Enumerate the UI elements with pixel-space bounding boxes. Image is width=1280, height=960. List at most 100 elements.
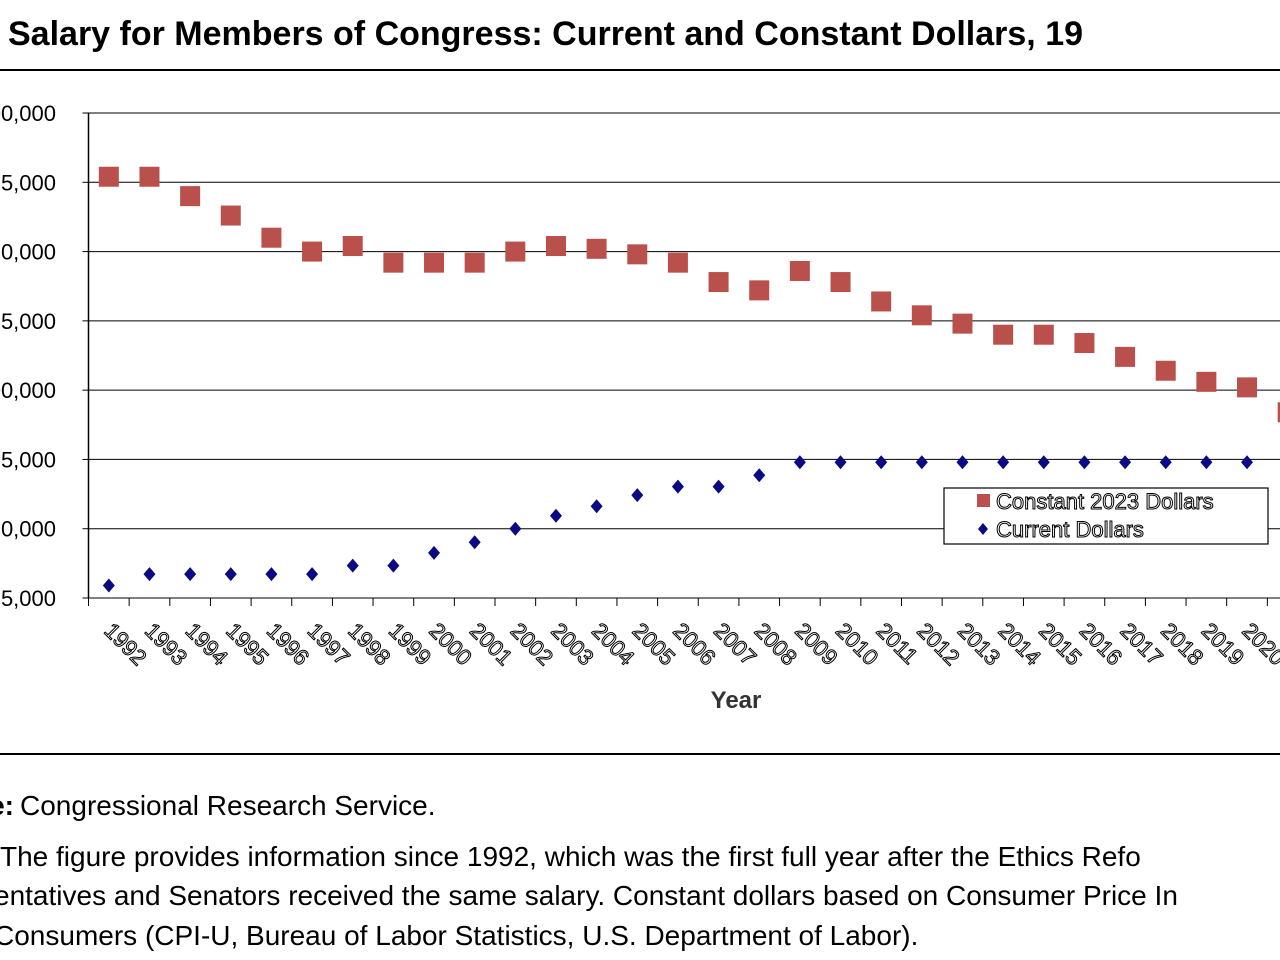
x-tick-label: 2012 — [912, 618, 964, 670]
x-tick-label: 2019 — [1197, 618, 1249, 670]
x-tick-label: 2013 — [953, 618, 1005, 670]
marker-square — [830, 272, 851, 293]
marker-diamond — [875, 455, 888, 470]
marker-square — [302, 241, 323, 262]
marker-square — [505, 241, 526, 262]
marker-square — [1074, 333, 1095, 354]
marker-square — [952, 313, 973, 334]
marker-diamond — [1078, 455, 1091, 470]
x-tick-label: 1998 — [343, 618, 395, 670]
marker-diamond — [793, 455, 806, 470]
source-text: Congressional Research Service. — [20, 790, 436, 821]
legend-label: Constant 2023 Dollars — [996, 489, 1214, 514]
marker-diamond — [956, 455, 969, 470]
x-tick-label: 2009 — [790, 618, 842, 670]
x-axis-label: Year — [711, 687, 762, 714]
x-tick-label: 2017 — [1116, 618, 1168, 670]
marker-square — [1033, 324, 1054, 345]
marker-square — [1196, 371, 1217, 392]
marker-square — [627, 244, 648, 265]
marker-square — [220, 205, 241, 226]
marker-diamond — [712, 479, 725, 494]
marker-diamond — [753, 468, 766, 483]
y-tick-label: 200,000 — [0, 378, 56, 403]
x-tick-label: 2015 — [1034, 618, 1086, 670]
marker-diamond — [306, 567, 319, 582]
legend-label: Current Dollars — [996, 517, 1144, 542]
marker-square — [464, 252, 485, 273]
x-tick-label: 1994 — [181, 618, 233, 670]
marker-diamond — [1119, 455, 1132, 470]
marker-square — [789, 260, 810, 281]
marker-diamond — [102, 578, 115, 593]
note-line: entatives and Senators received the same… — [0, 880, 1178, 911]
marker-square — [1155, 360, 1176, 381]
x-tick-label: 2005 — [628, 618, 680, 670]
x-tick-label: 2002 — [506, 618, 558, 670]
y-tick-label: 250,000 — [0, 240, 56, 265]
marker-diamond — [590, 499, 603, 514]
marker-diamond — [184, 567, 197, 582]
y-tick-label: 150,000 — [0, 517, 56, 542]
x-tick-label: 2000 — [424, 618, 476, 670]
y-tick-label: 275,000 — [0, 170, 56, 195]
marker-square — [708, 272, 729, 293]
marker-diamond — [915, 455, 928, 470]
y-tick-label: 225,000 — [0, 309, 56, 334]
x-tick-label: 1995 — [221, 618, 273, 670]
marker-square — [1237, 377, 1258, 398]
marker-square — [911, 305, 932, 326]
marker-diamond — [671, 479, 684, 494]
y-tick-label: 175,000 — [0, 447, 56, 472]
marker-diamond — [346, 558, 359, 573]
marker-diamond — [224, 567, 237, 582]
x-tick-label: 2014 — [994, 618, 1046, 670]
marker-square — [261, 227, 282, 248]
marker-diamond — [834, 455, 847, 470]
marker-square — [342, 236, 363, 257]
marker-diamond — [468, 535, 481, 550]
marker-diamond — [1241, 455, 1254, 470]
chart-title: Salary for Members of Congress: Current … — [8, 15, 1083, 53]
marker-diamond — [1200, 455, 1213, 470]
note-line: The figure provides information since 19… — [0, 841, 1141, 872]
marker-square — [749, 280, 770, 301]
x-tick-label: 1997 — [303, 618, 355, 670]
marker-diamond — [997, 455, 1010, 470]
y-tick-label: 300,000 — [0, 101, 56, 126]
x-tick-label: 2004 — [587, 618, 639, 670]
x-tick-label: 1993 — [140, 618, 192, 670]
marker-diamond — [1159, 455, 1172, 470]
x-tick-label: 2001 — [465, 618, 517, 670]
legend-marker — [978, 523, 988, 535]
x-tick-label: 2016 — [1075, 618, 1127, 670]
marker-square — [871, 291, 892, 312]
marker-diamond — [1037, 455, 1050, 470]
marker-square — [1277, 402, 1280, 423]
marker-diamond — [428, 545, 441, 560]
marker-square — [993, 324, 1014, 345]
x-tick-label: 1996 — [262, 618, 314, 670]
x-tick-label: 2020 — [1237, 618, 1280, 670]
marker-square — [1115, 346, 1136, 367]
marker-square — [586, 238, 607, 259]
source-label: Source: — [0, 790, 14, 821]
legend-marker — [977, 494, 990, 507]
marker-square — [383, 252, 404, 273]
x-tick-label: 2018 — [1156, 618, 1208, 670]
marker-square — [180, 186, 201, 207]
marker-diamond — [631, 488, 644, 503]
marker-square — [545, 236, 566, 257]
x-tick-label: 2006 — [668, 618, 720, 670]
marker-square — [424, 252, 445, 273]
x-tick-label: 1999 — [384, 618, 436, 670]
x-tick-label: 2010 — [831, 618, 883, 670]
x-tick-label: 2003 — [546, 618, 598, 670]
marker-diamond — [143, 567, 156, 582]
x-tick-label: 1992 — [99, 618, 151, 670]
marker-diamond — [509, 521, 522, 536]
x-tick-label: 2011 — [872, 618, 923, 669]
marker-square — [667, 252, 688, 273]
x-tick-label: 2007 — [709, 618, 761, 670]
